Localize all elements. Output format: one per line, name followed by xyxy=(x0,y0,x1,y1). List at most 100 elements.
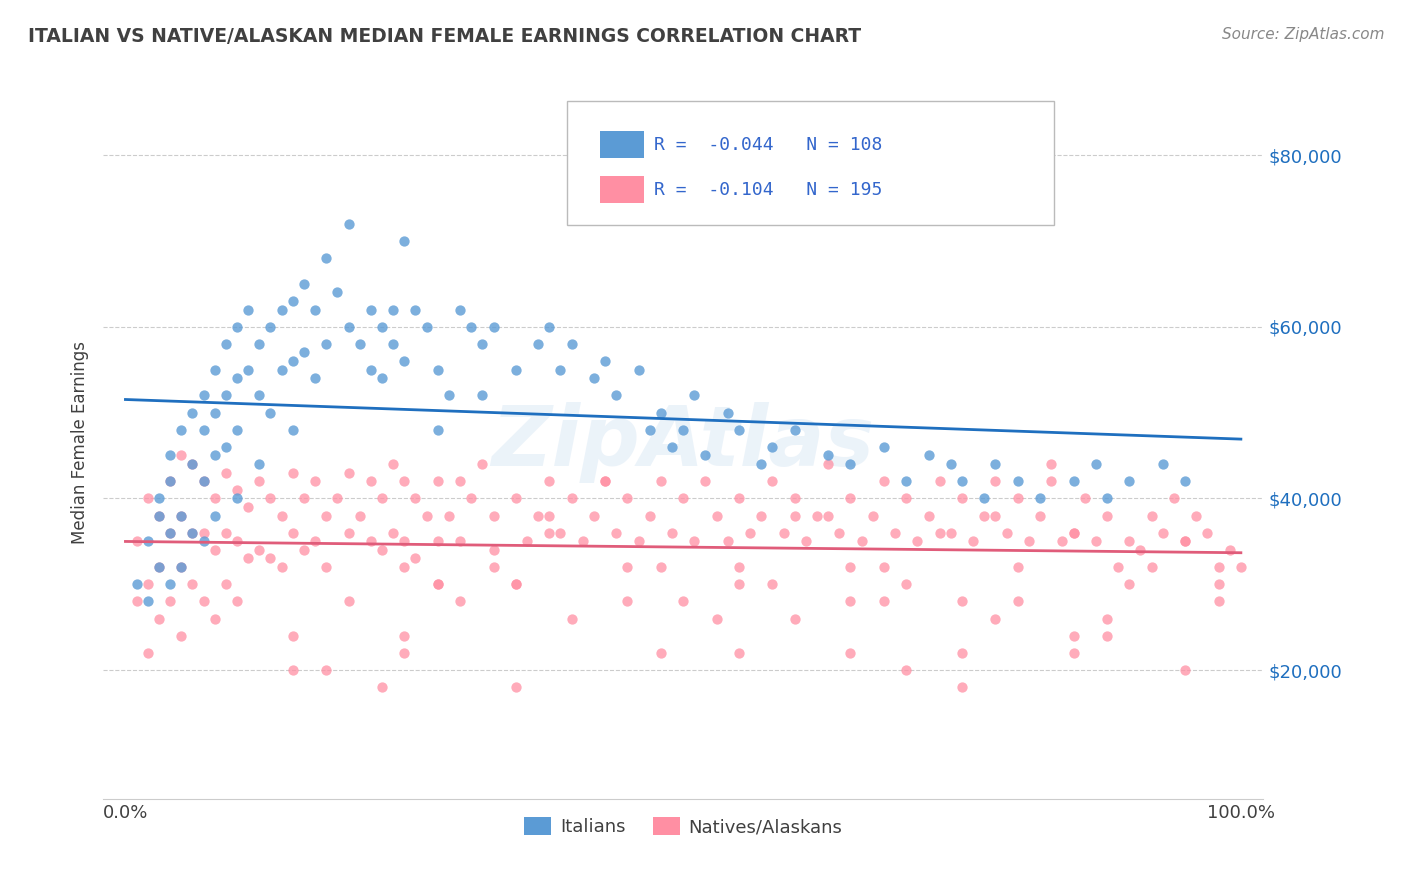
Point xyxy=(148,560,170,574)
Point xyxy=(1084,457,1107,471)
Point xyxy=(304,302,326,317)
Point xyxy=(1208,594,1230,608)
FancyBboxPatch shape xyxy=(567,101,1054,226)
Point xyxy=(181,457,204,471)
Point xyxy=(226,319,249,334)
Point xyxy=(426,423,449,437)
Point xyxy=(236,500,259,514)
Point xyxy=(538,319,561,334)
Point xyxy=(1040,457,1063,471)
Point xyxy=(1174,534,1197,549)
Point xyxy=(505,491,527,506)
Point xyxy=(839,560,862,574)
Point xyxy=(873,560,896,574)
Point xyxy=(672,594,695,608)
Point xyxy=(471,457,494,471)
Point xyxy=(371,680,394,694)
Point xyxy=(371,371,394,385)
Point xyxy=(650,560,672,574)
Point xyxy=(360,362,382,376)
Point xyxy=(449,302,471,317)
Point xyxy=(337,525,360,540)
Point xyxy=(1063,474,1085,488)
Point xyxy=(728,423,751,437)
Point xyxy=(247,542,270,557)
Point xyxy=(170,560,193,574)
Point xyxy=(292,491,315,506)
Point xyxy=(215,525,238,540)
Point xyxy=(226,491,249,506)
Point xyxy=(683,534,706,549)
Point xyxy=(728,491,751,506)
Point xyxy=(1219,542,1241,557)
Point xyxy=(1152,457,1174,471)
Point xyxy=(170,449,193,463)
Point xyxy=(170,629,193,643)
Point xyxy=(415,508,437,523)
Point xyxy=(950,491,973,506)
Point xyxy=(437,388,460,402)
Point xyxy=(839,646,862,660)
Point xyxy=(1029,508,1052,523)
Point xyxy=(193,525,215,540)
Point xyxy=(1208,560,1230,574)
Point xyxy=(717,534,740,549)
Point xyxy=(638,508,661,523)
Point xyxy=(159,474,181,488)
Point xyxy=(281,354,304,368)
Point xyxy=(148,560,170,574)
Point xyxy=(1208,577,1230,591)
Point xyxy=(939,525,962,540)
Point xyxy=(772,525,794,540)
Point xyxy=(1018,534,1040,549)
Point xyxy=(226,371,249,385)
Point xyxy=(394,560,416,574)
Point xyxy=(193,388,215,402)
Point xyxy=(337,594,360,608)
Point xyxy=(125,534,148,549)
Point xyxy=(382,302,405,317)
Point xyxy=(204,611,226,625)
Point xyxy=(136,646,159,660)
Point xyxy=(749,508,772,523)
Point xyxy=(984,611,1007,625)
Point xyxy=(281,466,304,480)
Y-axis label: Median Female Earnings: Median Female Earnings xyxy=(72,341,89,544)
Point xyxy=(394,534,416,549)
Point xyxy=(738,525,761,540)
Point xyxy=(661,440,683,454)
Point xyxy=(995,525,1018,540)
Point xyxy=(360,474,382,488)
Point xyxy=(828,525,851,540)
Point xyxy=(884,525,907,540)
Point xyxy=(582,508,605,523)
Point xyxy=(550,525,572,540)
Point xyxy=(1040,474,1063,488)
Point xyxy=(215,577,238,591)
Point xyxy=(337,217,360,231)
Point xyxy=(783,611,806,625)
Point xyxy=(1174,534,1197,549)
Point xyxy=(382,457,405,471)
Point xyxy=(873,440,896,454)
Point xyxy=(426,577,449,591)
Point xyxy=(905,534,928,549)
Point xyxy=(170,508,193,523)
Point xyxy=(404,551,426,566)
Point xyxy=(950,646,973,660)
Point xyxy=(650,474,672,488)
Point xyxy=(650,406,672,420)
Point xyxy=(505,577,527,591)
Text: ITALIAN VS NATIVE/ALASKAN MEDIAN FEMALE EARNINGS CORRELATION CHART: ITALIAN VS NATIVE/ALASKAN MEDIAN FEMALE … xyxy=(28,27,862,45)
Point xyxy=(561,337,583,351)
Bar xyxy=(599,176,644,203)
Point xyxy=(215,466,238,480)
Point xyxy=(226,594,249,608)
Point xyxy=(226,423,249,437)
Point xyxy=(259,406,281,420)
Point xyxy=(873,594,896,608)
Point xyxy=(839,594,862,608)
Point xyxy=(315,337,337,351)
Point xyxy=(281,629,304,643)
Point xyxy=(304,371,326,385)
